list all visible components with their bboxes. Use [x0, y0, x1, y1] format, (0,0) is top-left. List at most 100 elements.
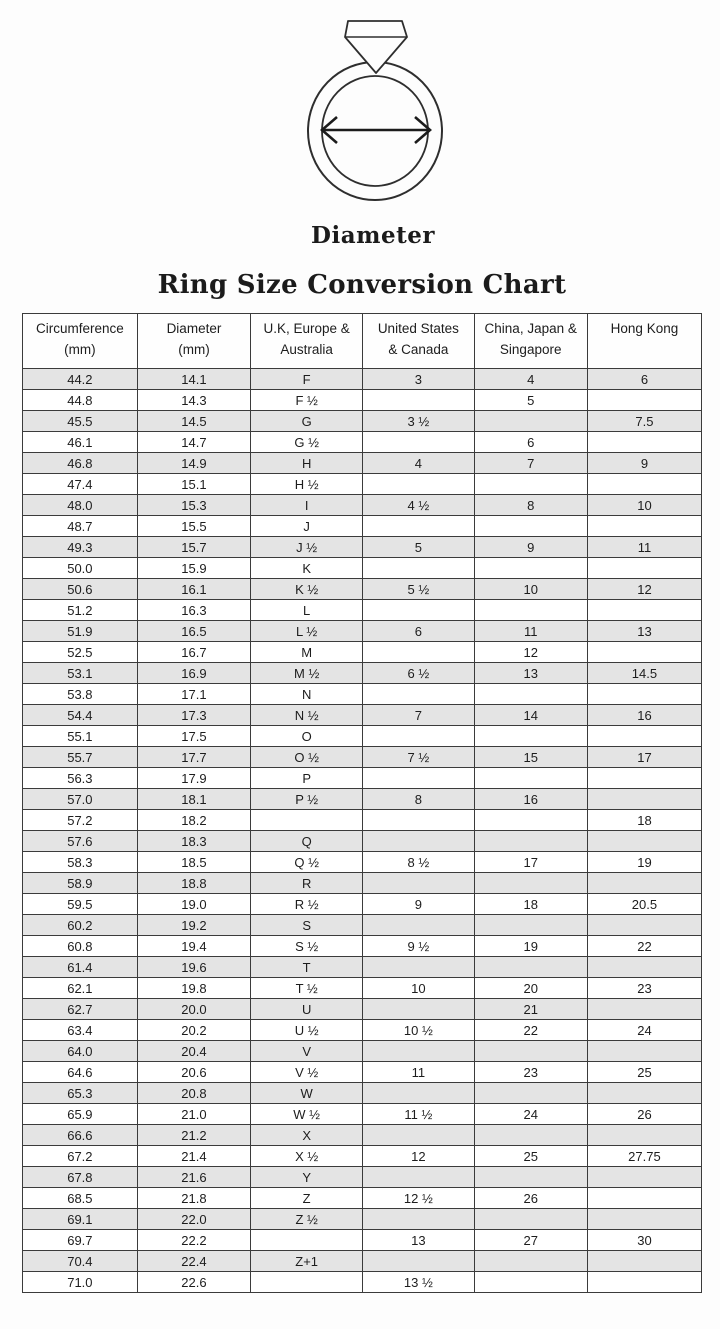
cell-diameter_mm: 14.3: [136, 389, 252, 411]
cell-hong_kong: [586, 1271, 703, 1293]
cell-us_canada: [362, 1166, 475, 1188]
cell-us_canada: 7 ½: [362, 746, 475, 768]
cell-circumference_mm: 57.2: [22, 809, 138, 831]
cell-hong_kong: [586, 431, 703, 453]
cell-china_japan_singapore: [473, 1208, 588, 1230]
table-row: 54.4 17.3 N ½ 7 14 16: [22, 704, 703, 726]
cell-circumference_mm: 60.8: [22, 935, 138, 957]
col-header-line: Singapore: [499, 342, 562, 357]
col-header-us_canada: United States & Canada: [362, 313, 475, 369]
col-header-china_japan_singapore: China, Japan & Singapore: [473, 313, 588, 369]
cell-uk_europe_australia: W: [250, 1082, 364, 1104]
col-header-diameter_mm: Diameter (mm): [136, 313, 252, 369]
cell-uk_europe_australia: W ½: [250, 1103, 364, 1125]
cell-diameter_mm: 15.1: [136, 473, 252, 495]
cell-china_japan_singapore: [473, 725, 588, 747]
cell-hong_kong: [586, 473, 703, 495]
cell-us_canada: [362, 1208, 475, 1230]
cell-diameter_mm: 16.1: [136, 578, 252, 600]
cell-diameter_mm: 18.1: [136, 788, 252, 810]
cell-us_canada: 9 ½: [362, 935, 475, 957]
cell-circumference_mm: 57.0: [22, 788, 138, 810]
cell-circumference_mm: 48.0: [22, 494, 138, 516]
diamond-ring-icon: [300, 8, 452, 208]
cell-diameter_mm: 20.4: [136, 1040, 252, 1062]
cell-diameter_mm: 15.3: [136, 494, 252, 516]
cell-china_japan_singapore: [473, 683, 588, 705]
cell-uk_europe_australia: S ½: [250, 935, 364, 957]
cell-uk_europe_australia: G ½: [250, 431, 364, 453]
cell-circumference_mm: 45.5: [22, 410, 138, 432]
cell-hong_kong: [586, 515, 703, 537]
cell-circumference_mm: 44.8: [22, 389, 138, 411]
cell-diameter_mm: 17.9: [136, 767, 252, 789]
table-row: 50.0 15.9 K: [22, 557, 703, 579]
cell-us_canada: [362, 956, 475, 978]
cell-diameter_mm: 19.0: [136, 893, 252, 915]
cell-uk_europe_australia: H: [250, 452, 364, 474]
col-header-hong_kong: Hong Kong: [586, 313, 703, 369]
cell-diameter_mm: 21.6: [136, 1166, 252, 1188]
col-header-line: Hong Kong: [610, 321, 679, 336]
cell-uk_europe_australia: Q ½: [250, 851, 364, 873]
cell-circumference_mm: 51.2: [22, 599, 138, 621]
cell-diameter_mm: 19.2: [136, 914, 252, 936]
cell-diameter_mm: 18.3: [136, 830, 252, 852]
table-row: 44.2 14.1 F 3 4 6: [22, 368, 703, 390]
cell-uk_europe_australia: S: [250, 914, 364, 936]
cell-uk_europe_australia: K ½: [250, 578, 364, 600]
cell-hong_kong: [586, 767, 703, 789]
cell-circumference_mm: 65.9: [22, 1103, 138, 1125]
cell-china_japan_singapore: [473, 1250, 588, 1272]
table-row: 66.6 21.2 X: [22, 1124, 703, 1146]
table-row: 57.6 18.3 Q: [22, 830, 703, 852]
cell-circumference_mm: 44.2: [22, 368, 138, 390]
cell-china_japan_singapore: 12: [473, 641, 588, 663]
cell-china_japan_singapore: [473, 410, 588, 432]
cell-china_japan_singapore: 19: [473, 935, 588, 957]
cell-hong_kong: [586, 1187, 703, 1209]
cell-diameter_mm: 20.2: [136, 1019, 252, 1041]
table-row: 44.8 14.3 F ½ 5: [22, 389, 703, 411]
cell-hong_kong: 11: [586, 536, 703, 558]
cell-uk_europe_australia: Z: [250, 1187, 364, 1209]
cell-us_canada: [362, 830, 475, 852]
cell-hong_kong: [586, 599, 703, 621]
col-header-circumference_mm: Circumference (mm): [22, 313, 138, 369]
col-header-line: & Canada: [388, 342, 449, 357]
table-row: 51.2 16.3 L: [22, 599, 703, 621]
cell-us_canada: [362, 641, 475, 663]
table-row: 55.1 17.5 O: [22, 725, 703, 747]
col-header-line: Circumference: [35, 321, 124, 336]
table-row: 63.4 20.2 U ½ 10 ½ 22 24: [22, 1019, 703, 1041]
cell-uk_europe_australia: R: [250, 872, 364, 894]
cell-uk_europe_australia: M: [250, 641, 364, 663]
cell-us_canada: 12 ½: [362, 1187, 475, 1209]
cell-hong_kong: 19: [586, 851, 703, 873]
table-row: 62.7 20.0 U 21: [22, 998, 703, 1020]
cell-hong_kong: [586, 830, 703, 852]
cell-us_canada: 4 ½: [362, 494, 475, 516]
cell-hong_kong: 25: [586, 1061, 703, 1083]
cell-us_canada: [362, 515, 475, 537]
cell-china_japan_singapore: [473, 872, 588, 894]
cell-hong_kong: [586, 1250, 703, 1272]
table-body: 44.2 14.1 F 3 4 6 44.8 14.3 F ½ 5 45.5 14.5 G 3 ½ 7.5 4…: [22, 368, 703, 1293]
table-row: 51.9 16.5 L ½ 6 11 13: [22, 620, 703, 642]
cell-circumference_mm: 60.2: [22, 914, 138, 936]
cell-china_japan_singapore: 24: [473, 1103, 588, 1125]
cell-uk_europe_australia: U ½: [250, 1019, 364, 1041]
cell-us_canada: 9: [362, 893, 475, 915]
cell-circumference_mm: 50.6: [22, 578, 138, 600]
cell-circumference_mm: 47.4: [22, 473, 138, 495]
col-header-line: U.K, Europe &: [263, 321, 350, 336]
cell-hong_kong: [586, 1166, 703, 1188]
table-row: 69.1 22.0 Z ½: [22, 1208, 703, 1230]
table-row: 64.6 20.6 V ½ 11 23 25: [22, 1061, 703, 1083]
cell-uk_europe_australia: F: [250, 368, 364, 390]
cell-diameter_mm: 16.7: [136, 641, 252, 663]
cell-us_canada: 6: [362, 620, 475, 642]
